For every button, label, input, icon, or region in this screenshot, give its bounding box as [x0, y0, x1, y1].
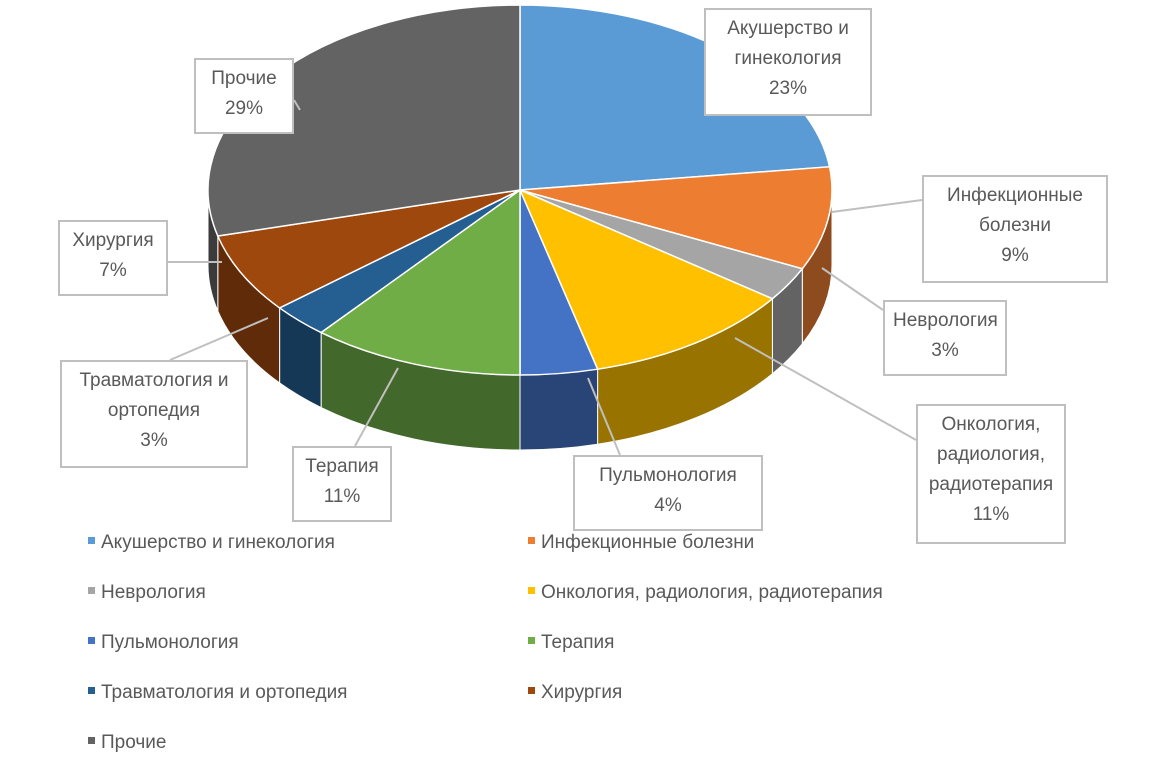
legend-swatch — [88, 737, 95, 745]
legend-item-other[interactable]: Прочие — [88, 732, 166, 754]
pie-side-4 — [519, 368, 599, 451]
data-label-oncology: Онкология, радиология, радиотерапия 11% — [916, 404, 1066, 544]
pie-slice-1[interactable] — [519, 166, 833, 270]
legend-swatch — [528, 587, 535, 595]
legend-swatch — [88, 537, 95, 545]
data-label-surgery: Хирургия 7% — [58, 220, 168, 296]
legend-swatch — [528, 687, 535, 695]
legend-swatch — [528, 637, 535, 645]
legend-item-surgery[interactable]: Хирургия — [528, 682, 622, 704]
legend-swatch — [88, 637, 95, 645]
data-label-neurology: Неврология 3% — [883, 300, 1007, 376]
data-label-infectious: Инфекционные болезни 9% — [922, 175, 1108, 283]
legend-swatch — [88, 687, 95, 695]
data-label-therapy: Терапия 11% — [292, 446, 392, 522]
legend-item-oncology[interactable]: Онкология, радиология, радиотерапия — [528, 582, 883, 604]
legend-swatch — [88, 587, 95, 595]
data-label-other: Прочие 29% — [194, 58, 294, 134]
legend-item-obstetrics[interactable]: Акушерство и гинекология — [88, 532, 335, 554]
pie-side-walls — [207, 189, 833, 451]
pie-slice-7[interactable] — [216, 189, 521, 309]
legend-item-therapy[interactable]: Терапия — [528, 632, 614, 654]
pie-slice-3[interactable] — [518, 188, 774, 371]
legend-item-neurology[interactable]: Неврология — [88, 582, 206, 604]
legend-swatch — [528, 537, 535, 545]
pie-slice-5[interactable] — [319, 188, 521, 376]
legend-item-infectious[interactable]: Инфекционные болезни — [528, 532, 754, 554]
pie-top-faces — [207, 4, 833, 376]
legend-item-traumatology[interactable]: Травматология и ортопедия — [88, 682, 347, 704]
data-label-traumatology: Травматология и ортопедия 3% — [60, 360, 248, 468]
legend-item-pulmonology[interactable]: Пульмонология — [88, 632, 239, 654]
data-label-pulmonology: Пульмонология 4% — [573, 455, 763, 531]
data-label-obstetrics: Акушерство и гинекология 23% — [704, 8, 872, 116]
